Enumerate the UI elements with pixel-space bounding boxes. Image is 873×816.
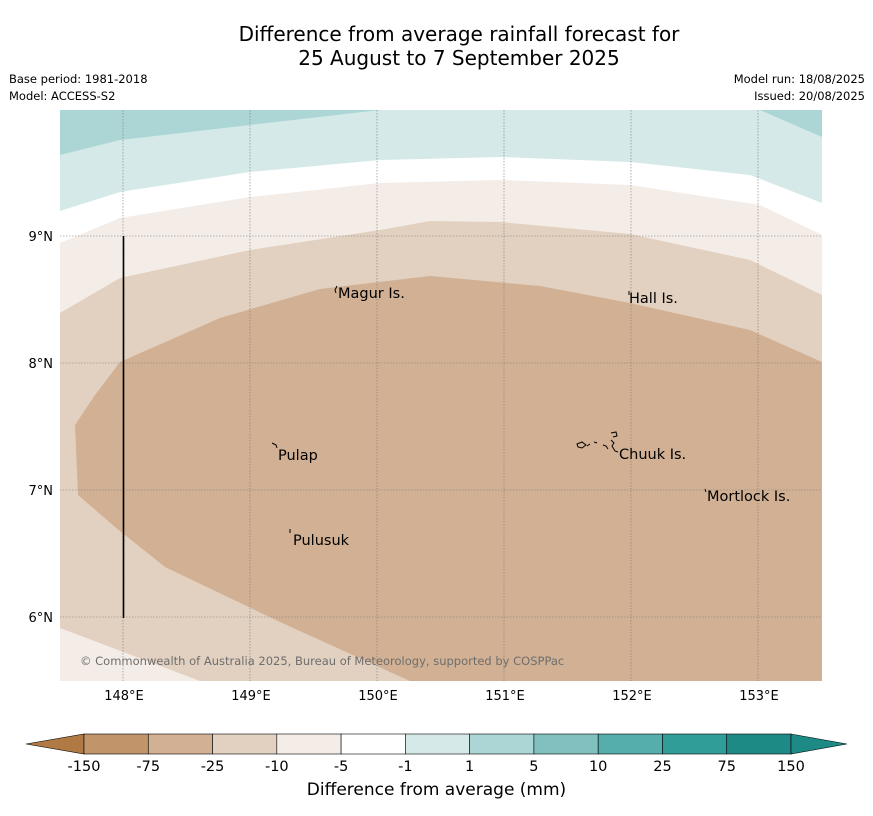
colorbar-segment [726, 733, 792, 755]
colorbar-segment [597, 733, 663, 755]
contour-band-minus25 [75, 276, 822, 681]
islands [271, 285, 707, 533]
metadata-left: Base period: 1981-2018 Model: ACCESS-S2 [9, 71, 148, 105]
model-run: Model run: 18/08/2025 [733, 72, 865, 86]
place-magur: Magur Is. [338, 286, 405, 302]
place-mortlock: Mortlock Is. [707, 489, 790, 505]
copyright-notice: © Commonwealth of Australia 2025, Bureau… [80, 654, 564, 668]
colorbar-tick-label: -25 [201, 759, 225, 775]
title-line-1: Difference from average rainfall forecas… [238, 22, 680, 46]
colorbar-tick-label: -1 [398, 759, 412, 775]
colorbar-segment [147, 733, 213, 755]
contour-band-plus1 [60, 110, 822, 211]
colorbar-label: Difference from average (mm) [306, 780, 567, 800]
longitude-labels: 148°E 149°E 150°E 151°E 152°E 153°E [104, 689, 779, 704]
colorbar-segment [405, 733, 470, 755]
title-line-2: 25 August to 7 September 2025 [298, 46, 620, 70]
colorbar-tick-label: -10 [265, 759, 289, 775]
place-pulusuk: Pulusuk [293, 533, 350, 549]
map-title: Difference from average rainfall forecas… [0, 22, 873, 70]
issued-date: Issued: 20/08/2025 [754, 89, 865, 103]
place-pulap: Pulap [278, 448, 318, 464]
colorbar-arrow-low [25, 733, 85, 755]
colorbar-tick-label: 1 [465, 759, 474, 775]
lon-label: 150°E [358, 689, 398, 704]
colorbar-segment [276, 733, 342, 755]
model-name: Model: ACCESS-S2 [9, 89, 116, 103]
lon-label: 153°E [739, 689, 779, 704]
rainfall-contours [60, 110, 822, 681]
mortlock-island-shape [704, 488, 707, 493]
graticule [60, 110, 822, 681]
lat-label: 9°N [29, 230, 54, 245]
base-period: Base period: 1981-2018 [9, 72, 148, 86]
colorbar-ticks: -150 -75 -25 -10 -5 -1 1 5 10 25 75 150 [68, 759, 805, 775]
colorbar-segment [469, 733, 535, 755]
lon-label: 151°E [485, 689, 525, 704]
colorbar-tick-label: -75 [136, 759, 160, 775]
lat-label: 6°N [29, 611, 54, 626]
colorbar-segment [533, 733, 599, 755]
colorbar-segment [83, 733, 149, 755]
colorbar-tick-label: 25 [653, 759, 671, 775]
lon-label: 152°E [612, 689, 652, 704]
lat-label: 8°N [29, 357, 54, 372]
colorbar [25, 733, 848, 755]
chuuk-lagoon-shape [576, 431, 619, 453]
colorbar-segment [662, 733, 728, 755]
pulap-island-shape [271, 442, 278, 449]
colorbar-tick-label: 5 [529, 759, 538, 775]
magur-island-shape [334, 285, 338, 294]
colorbar-tick-label: -150 [68, 759, 101, 775]
place-labels: Magur Is. Hall Is. Pulap Chuuk Is. Mortl… [278, 286, 790, 549]
contour-band-plus5-west [60, 110, 380, 155]
colorbar-segment [212, 733, 278, 755]
colorbar-segment [340, 733, 406, 755]
colorbar-tick-label: 150 [777, 759, 805, 775]
lon-label: 149°E [231, 689, 271, 704]
colorbar-tick-label: 10 [589, 759, 607, 775]
colorbar-tick-label: -5 [334, 759, 348, 775]
place-hall: Hall Is. [629, 291, 678, 307]
lat-label: 7°N [29, 484, 54, 499]
metadata-right: Model run: 18/08/2025 Issued: 20/08/2025 [734, 71, 865, 105]
latitude-labels: 9°N 8°N 7°N 6°N [29, 230, 54, 626]
lon-label: 148°E [104, 689, 144, 704]
colorbar-tick-label: 75 [718, 759, 736, 775]
colorbar-arrow-high [790, 733, 848, 755]
place-chuuk: Chuuk Is. [619, 447, 686, 463]
contour-band-plus5-east [760, 110, 822, 137]
